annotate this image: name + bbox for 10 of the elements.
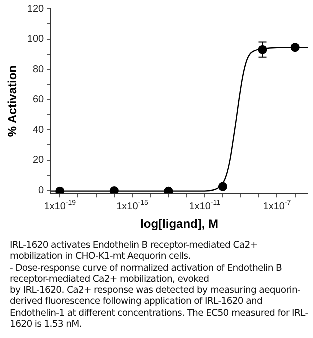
y-tick-label: 100 <box>27 34 45 46</box>
y-tick-label: 120 <box>27 4 45 15</box>
text: IRL-1620 activates Endothelin B receptor-mediated Ca2+ mobilization in CHO-K1-mt Aequorin cells. - Dose-response curve of normalized activation of Endothelin B receptor-mediated Ca2+ mobilization, evoked by IRL-1620. Ca2+ response was detected by measuring aequorin-derived fluorescence following application of IRL-1620 and Endothelin-1 at different concentrations. The EC50 measured for IRL-1620 is 1.53 nM. <box>10 240 310 330</box>
y-tick-label: 20 <box>32 155 45 166</box>
y-tick-label: 40 <box>32 124 45 136</box>
y-tick-label: 60 <box>32 94 45 106</box>
y-tick-label: 80 <box>32 64 45 76</box>
x-axis-title: log[ligand], M <box>140 217 219 232</box>
y-tick-label: 0 <box>38 185 45 196</box>
y-axis-title: % Activation <box>6 66 20 138</box>
